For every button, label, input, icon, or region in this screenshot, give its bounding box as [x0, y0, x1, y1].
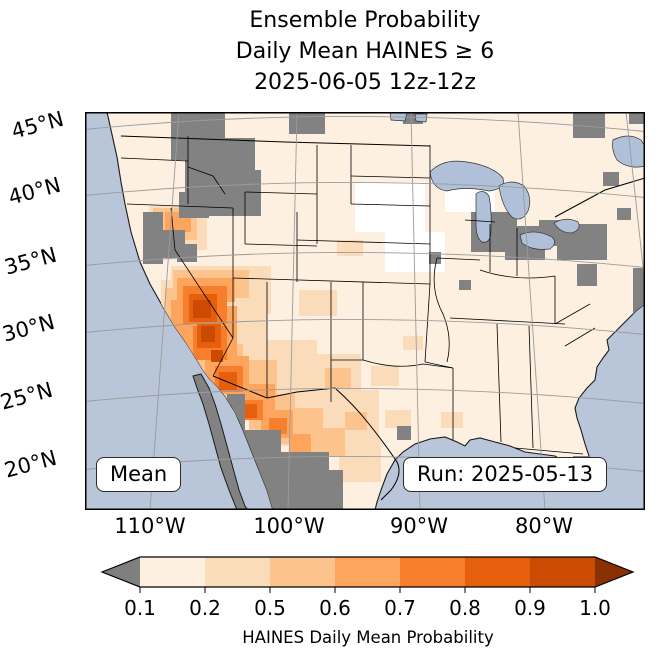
colorbar-segment-3 — [270, 557, 335, 587]
tick-0.1: 0.1 — [124, 596, 156, 620]
meridian-80w — [517, 112, 546, 510]
map-frame — [85, 112, 645, 510]
lat-label-20n: 20°N — [1, 445, 60, 483]
probability-cell — [325, 368, 351, 388]
tick-0.2: 0.2 — [189, 596, 221, 620]
probability-cell — [219, 372, 237, 390]
canada-border-east — [554, 177, 645, 218]
probability-cell — [177, 244, 197, 262]
state-borders — [120, 136, 596, 455]
parallel-30n — [85, 319, 645, 335]
meridian-110w — [149, 112, 180, 510]
probability-cell — [289, 434, 311, 452]
probability-cell — [179, 192, 209, 218]
gulf-of-st-lawrence — [612, 135, 645, 168]
parallel-35n — [85, 252, 645, 268]
canada-border — [120, 135, 431, 147]
colorbar-tick-marks — [139, 587, 596, 593]
parallel-25n — [85, 388, 645, 404]
great-lakes — [389, 112, 645, 250]
probability-cell — [337, 240, 363, 256]
meridian-100w — [287, 112, 298, 510]
mexico-border — [212, 375, 400, 501]
lon-label-110w: 110°W — [114, 514, 186, 538]
probability-cell — [397, 426, 411, 440]
colorbar: 0.1 0.2 0.5 0.6 0.7 0.8 0.9 1.0 HAINES D… — [100, 556, 635, 647]
title-line-1: Ensemble Probability — [249, 8, 481, 33]
lat-label-25n: 25°N — [0, 377, 56, 415]
probability-cell — [355, 182, 425, 232]
meridian-90w — [410, 112, 421, 510]
probability-cell — [243, 404, 257, 418]
probability-cell — [441, 412, 463, 428]
colorbar-segment-2 — [205, 557, 270, 587]
probability-cell — [211, 350, 223, 362]
probability-cell — [629, 112, 645, 124]
baja-peninsula — [192, 373, 249, 510]
probability-cell — [385, 410, 411, 428]
probability-cell — [345, 412, 367, 430]
run-annotation-box: Run: 2025-05-13 — [403, 457, 608, 493]
lat-label-40n: 40°N — [5, 172, 64, 210]
colorbar-tick-labels: 0.1 0.2 0.5 0.6 0.7 0.8 0.9 1.0 — [124, 596, 611, 620]
parallel-40n — [85, 182, 645, 198]
colorbar-segment-5 — [400, 557, 465, 587]
lat-label-45n: 45°N — [8, 106, 67, 144]
colorbar-over-arrow — [595, 557, 633, 587]
probability-cell — [289, 112, 325, 134]
lon-label-100w: 100°W — [253, 514, 325, 538]
probability-cell — [201, 326, 215, 342]
probability-cell — [339, 440, 381, 482]
tick-0.5: 0.5 — [254, 596, 286, 620]
lake-erie — [519, 231, 555, 250]
country-borders — [120, 135, 645, 501]
title-line-2: Daily Mean HAINES ≥ 6 — [235, 39, 495, 64]
mean-annotation-box: Mean — [96, 457, 182, 493]
colorbar-segment-4 — [335, 557, 400, 587]
map-canvas — [85, 112, 645, 510]
colorbar-under-arrow — [102, 557, 140, 587]
probability-cell — [193, 300, 211, 318]
tick-0.6: 0.6 — [319, 596, 351, 620]
run-label: Run: 2025-05-13 — [417, 462, 594, 486]
lat-label-35n: 35°N — [1, 242, 60, 280]
probability-cell — [429, 252, 441, 264]
meridian-70w — [625, 112, 645, 288]
probability-cell — [371, 366, 399, 386]
northern-lake-2 — [414, 113, 428, 123]
lake-huron — [498, 181, 531, 220]
tick-1.0: 1.0 — [579, 596, 611, 620]
graticule — [85, 112, 645, 510]
lon-label-90w: 90°W — [390, 514, 448, 538]
tick-0.9: 0.9 — [514, 596, 546, 620]
probability-cell — [603, 172, 619, 186]
page-title: Ensemble Probability Daily Mean HAINES ≥… — [85, 5, 645, 98]
colorbar-segment-6 — [465, 557, 530, 587]
lake-michigan — [475, 191, 492, 243]
parallel-45n — [85, 116, 645, 132]
lat-label-30n: 30°N — [0, 309, 58, 347]
probability-cell — [403, 336, 423, 350]
lake-ontario — [553, 218, 580, 234]
probability-cell — [459, 280, 471, 290]
colorbar-axis-label: HAINES Daily Mean Probability — [242, 628, 494, 647]
tick-0.7: 0.7 — [384, 596, 416, 620]
lon-label-80w: 80°W — [515, 514, 573, 538]
title-line-3: 2025-06-05 12z-12z — [254, 70, 476, 95]
probability-cell — [577, 264, 597, 286]
probability-cell — [209, 170, 261, 216]
probability-cell — [311, 428, 345, 456]
mean-label: Mean — [110, 462, 168, 486]
probability-cell — [573, 112, 605, 138]
probability-cell — [617, 208, 631, 220]
colorbar-segment-7 — [530, 557, 595, 587]
tick-0.8: 0.8 — [449, 596, 481, 620]
colorbar-segment-1 — [140, 557, 205, 587]
